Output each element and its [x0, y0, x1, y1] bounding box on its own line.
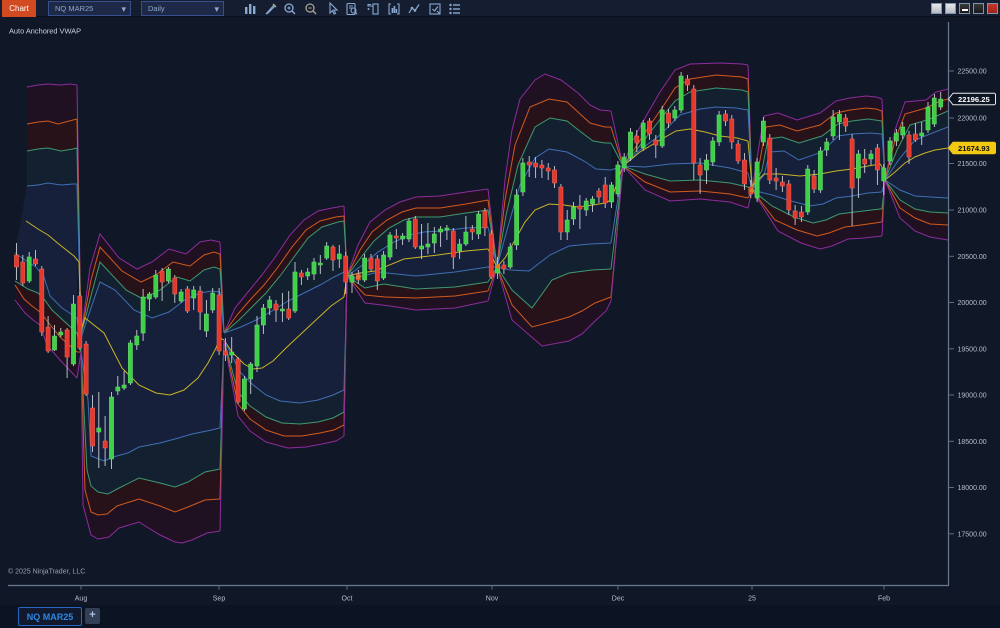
- svg-text:Oct: Oct: [342, 596, 353, 603]
- svg-text:19000.00: 19000.00: [958, 393, 987, 400]
- svg-text:Dec: Dec: [612, 596, 625, 603]
- svg-text:© 2025 NinjaTrader, LLC: © 2025 NinjaTrader, LLC: [8, 568, 85, 576]
- svg-text:Nov: Nov: [486, 596, 499, 603]
- svg-text:18500.00: 18500.00: [958, 439, 987, 446]
- svg-text:17500.00: 17500.00: [958, 531, 987, 538]
- svg-text:Feb: Feb: [878, 596, 890, 603]
- svg-text:18000.00: 18000.00: [958, 485, 987, 492]
- svg-text:19500.00: 19500.00: [958, 346, 987, 353]
- svg-text:20000.00: 20000.00: [958, 300, 987, 307]
- svg-text:22500.00: 22500.00: [958, 69, 987, 76]
- svg-text:Auto Anchored VWAP: Auto Anchored VWAP: [9, 27, 81, 36]
- svg-text:25: 25: [748, 596, 756, 603]
- svg-text:21674.93: 21674.93: [958, 144, 990, 153]
- svg-text:21500.00: 21500.00: [958, 161, 987, 168]
- svg-text:Sep: Sep: [213, 596, 226, 603]
- svg-text:21000.00: 21000.00: [958, 208, 987, 215]
- svg-text:22000.00: 22000.00: [958, 116, 987, 123]
- svg-text:20500.00: 20500.00: [958, 254, 987, 261]
- svg-text:22196.25: 22196.25: [958, 95, 990, 104]
- svg-text:Aug: Aug: [75, 596, 88, 603]
